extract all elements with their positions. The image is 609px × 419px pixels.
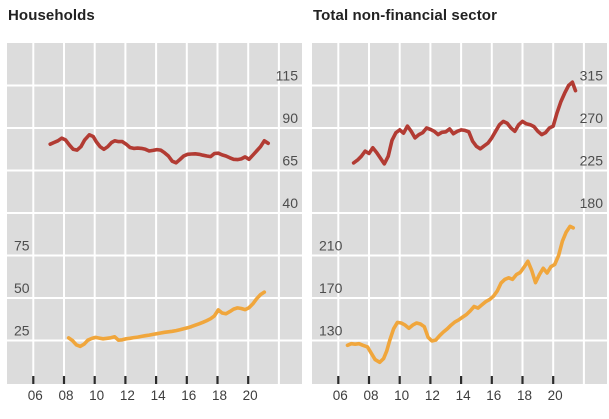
total-lower-line <box>345 224 576 365</box>
y-axis-label-left: 25 <box>14 323 30 339</box>
y-axis-label-right: 115 <box>276 68 299 84</box>
y-axis-label-right: 270 <box>580 110 604 126</box>
x-tick-label: 20 <box>242 388 258 403</box>
panel-households: Households 115 90 65 40 75 50 25 06 08 10 12 14 16 1… <box>7 0 302 419</box>
households-chart: 115 90 65 40 75 50 25 <box>7 43 302 384</box>
x-tick-label: 18 <box>211 388 228 403</box>
households-lower-line <box>66 290 267 349</box>
x-tick-label: 10 <box>89 388 105 403</box>
y-axis-label-right: 65 <box>282 153 298 169</box>
x-tick-label: 06 <box>27 388 43 403</box>
y-axis-label-left: 130 <box>319 323 343 339</box>
households-title: Households <box>8 7 95 24</box>
total-non-financial-title: Total non-financial sector <box>313 7 498 24</box>
total-upper-line <box>351 80 578 166</box>
x-tick-label: 16 <box>181 388 197 403</box>
y-axis-label-right: 315 <box>580 68 604 84</box>
households-plot-area: 115 90 65 40 75 50 25 <box>7 43 302 384</box>
y-axis-label-right: 90 <box>282 110 298 126</box>
total-non-financial-chart: 315 270 225 180 210 170 130 <box>312 43 607 384</box>
x-tick-label: 14 <box>150 388 166 403</box>
x-tick-label: 08 <box>363 388 379 403</box>
x-tick-label: 14 <box>455 388 471 403</box>
x-tick-label: 18 <box>516 388 533 403</box>
total-non-financial-x-axis: 06 08 10 12 14 16 18 20 <box>312 388 607 404</box>
total-non-financial-plot-area: 315 270 225 180 210 170 130 <box>312 43 607 384</box>
y-axis-label-left: 170 <box>319 280 343 296</box>
x-tick-label: 10 <box>394 388 410 403</box>
y-axis-label-left: 50 <box>14 280 30 296</box>
x-tick-label: 08 <box>58 388 74 403</box>
y-axis-label-right: 225 <box>580 153 604 169</box>
x-tick-label: 06 <box>332 388 348 403</box>
x-tick-label: 20 <box>547 388 563 403</box>
x-tick-label: 16 <box>486 388 502 403</box>
y-axis-label-left: 75 <box>14 238 30 254</box>
households-x-axis: 06 08 10 12 14 16 18 20 <box>7 388 302 404</box>
y-axis-label-left: 210 <box>319 238 343 254</box>
x-tick-label: 12 <box>424 388 440 403</box>
households-upper-line <box>48 133 271 165</box>
panel-total-non-financial: Total non-financial sector 315 270 225 180 2… <box>312 0 607 419</box>
x-tick-label: 12 <box>119 388 135 403</box>
y-axis-label-right: 40 <box>282 195 298 211</box>
y-axis-label-right: 180 <box>580 195 604 211</box>
